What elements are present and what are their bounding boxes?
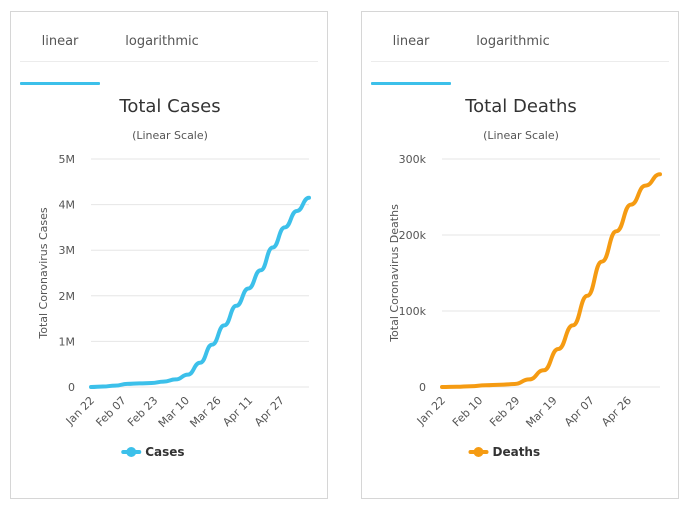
x-tick-label: Feb 10 [450, 394, 485, 429]
x-tick-label: Apr 27 [252, 394, 287, 429]
y-tick-label: 5M [59, 153, 76, 166]
legend-item-cases[interactable]: Cases [121, 445, 185, 459]
x-tick-label: Jan 22 [63, 394, 97, 428]
y-axis-label: Total Coronavirus Deaths [388, 204, 401, 343]
y-tick-label: 4M [59, 199, 76, 212]
tabs-divider [371, 61, 669, 62]
chart-title: Total Deaths [464, 96, 577, 117]
active-tab-indicator [20, 82, 100, 85]
y-tick-label: 2M [59, 290, 76, 303]
legend-dot-marker [126, 447, 137, 457]
chart-subtitle: (Linear Scale) [483, 129, 559, 142]
series-line-deaths [440, 172, 662, 389]
legend-item-deaths[interactable]: Deaths [468, 445, 541, 459]
x-tick-label: Feb 29 [487, 394, 522, 429]
legend-dot-marker [473, 447, 484, 457]
tabs-divider [20, 61, 318, 62]
tab-logarithmic[interactable]: logarithmic [125, 34, 199, 49]
cases-chart-panel: linear logarithmic Total Cases (Linear Sc… [10, 11, 328, 499]
chart-subtitle: (Linear Scale) [132, 129, 208, 142]
y-tick-label: 100k [399, 305, 427, 318]
y-tick-label: 0 [419, 381, 426, 394]
x-tick-label: Apr 07 [562, 394, 597, 429]
deaths-chart-panel: linear logarithmic Total Deaths (Linear S… [361, 11, 679, 499]
series-line-cases [89, 195, 311, 389]
scale-tabs: linear logarithmic [20, 34, 320, 85]
y-tick-label: 0 [68, 381, 75, 394]
x-tick-label: Apr 11 [220, 394, 255, 429]
legend-label: Cases [145, 445, 184, 459]
x-tick-label: Mar 10 [156, 394, 192, 430]
y-tick-label: 1M [59, 335, 76, 348]
y-tick-label: 300k [399, 153, 427, 166]
cases-chart: Total Cases (Linear Scale) 0 1M 2M 3M 4M 5M Tota… [37, 96, 311, 459]
x-tick-label: Feb 23 [125, 394, 160, 429]
scale-tabs: linear logarithmic [371, 34, 671, 85]
x-tick-label: Feb 07 [93, 394, 128, 429]
deaths-chart: Total Deaths (Linear Scale) 0 100k 200k 300k T… [388, 96, 662, 459]
y-tick-label: 200k [399, 229, 427, 242]
tab-linear[interactable]: linear [392, 34, 430, 49]
chart-title: Total Cases [118, 96, 220, 117]
x-tick-label: Jan 22 [414, 394, 448, 428]
y-axis-label: Total Coronavirus Cases [37, 207, 50, 340]
x-tick-label: Mar 26 [187, 394, 223, 430]
x-tick-label: Mar 19 [523, 394, 559, 430]
y-tick-label: 3M [59, 244, 76, 257]
legend-label: Deaths [493, 445, 541, 459]
tab-logarithmic[interactable]: logarithmic [476, 34, 550, 49]
x-tick-label: Apr 26 [599, 394, 634, 429]
active-tab-indicator [371, 82, 451, 85]
tab-linear[interactable]: linear [41, 34, 79, 49]
